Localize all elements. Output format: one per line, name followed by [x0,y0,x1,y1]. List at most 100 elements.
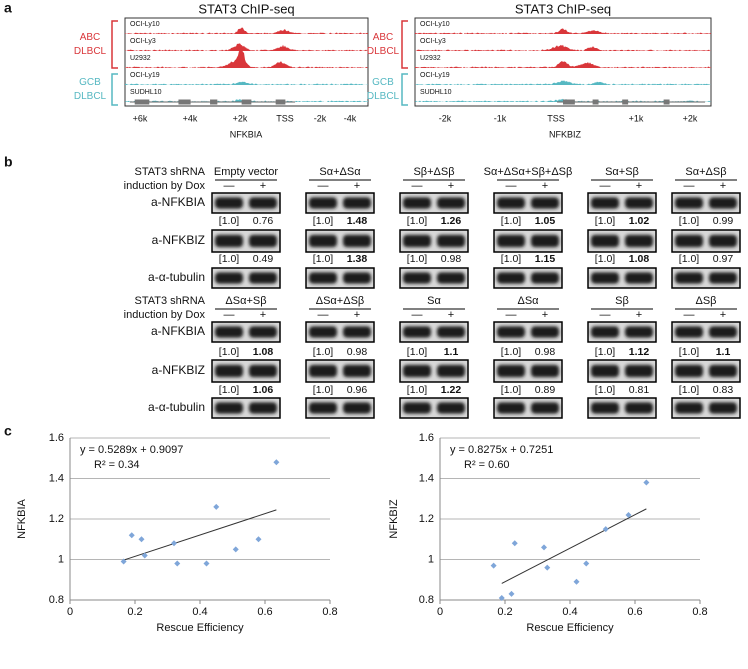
blot-band [625,234,653,248]
group-label: DLBCL [367,46,400,57]
blot-band [437,272,465,284]
blot-band [249,272,277,284]
quant-value: 1.02 [629,215,650,227]
quant-value: 0.98 [441,253,462,265]
gene-name: NFKBIA [230,129,263,139]
blot-frame [399,267,469,289]
data-point [508,590,515,597]
data-point [490,562,497,569]
r-squared: R² = 0.60 [464,459,510,471]
position-label: +1k [629,113,644,123]
chip-signal [125,81,368,85]
group-label: ABC [80,32,101,43]
data-point [583,560,590,567]
blot-band [343,234,371,248]
blot-label: a-NFKBIA [151,324,205,338]
blot-frame [587,267,657,289]
quant-value: 0.89 [535,384,556,396]
gene-name: NFKBIZ [549,129,582,139]
quant-control: [1.0] [313,253,334,265]
data-point [174,560,181,567]
blot-frame [305,267,375,289]
blot-label: a-NFKBIA [151,195,205,209]
blot-band [625,326,653,338]
x-tick-label: 0 [67,606,73,618]
blot-frame [399,321,469,343]
quant-value: 0.83 [713,384,734,396]
blot-band [343,326,371,338]
chip-signal [415,80,711,85]
quant-value: 0.99 [713,215,734,227]
gene-exon [622,99,629,105]
data-point [141,552,148,559]
quant-control: [1.0] [219,253,240,265]
quant-value: 1.06 [253,384,274,396]
blot-band [343,364,371,378]
blot-band [309,364,337,378]
track-label: OCI-Ly19 [420,72,450,79]
blot-band [531,402,559,414]
blot-band [591,272,619,284]
group-label: ABC [373,32,394,43]
lane-label: — [684,309,695,321]
track-label: OCI-Ly3 [420,38,446,45]
group-header: Sβ+ΔSβ [413,166,454,178]
quant-value: 1.08 [629,253,650,265]
lane-label: + [354,180,360,192]
track-label: OCI-Ly10 [130,21,160,28]
position-label: +2k [683,113,698,123]
gene-exon [275,99,286,105]
track-label: U2932 [130,55,151,62]
blot-band [531,234,559,248]
blot-band [215,364,243,378]
blot-band [675,197,703,209]
data-point [255,536,262,543]
lane-label: — [224,180,235,192]
blot-band [709,272,737,284]
quant-value: 0.81 [629,384,650,396]
blot-frame [399,229,469,253]
x-tick-label: 0.8 [322,606,337,618]
data-point [602,526,609,533]
gene-exon [663,99,670,105]
trendline [501,508,647,584]
lane-label: + [542,309,548,321]
track-label: OCI-Ly10 [420,21,450,28]
blot-band [709,197,737,209]
data-point [120,558,127,565]
blot-label: a-α-tubulin [148,270,205,284]
lane-label: + [260,180,266,192]
lane-label: + [720,309,726,321]
blot-band [625,402,653,414]
lane-label: + [448,180,454,192]
blot-band [675,234,703,248]
chip-signal [415,61,711,68]
blot-frame [587,321,657,343]
group-header: ΔSα [517,295,539,307]
quant-control: [1.0] [679,384,700,396]
blot-band [531,272,559,284]
blot-band [249,234,277,248]
data-point [511,540,518,547]
y-tick-label: 1.6 [419,432,434,444]
lane-label: — [318,309,329,321]
blot-frame [305,192,375,214]
blot-band [625,364,653,378]
blot-frame [211,192,281,214]
track-frame [124,17,369,107]
blot-frame [305,321,375,343]
chip-title: STAT3 ChIP-seq [515,1,611,16]
y-tick-label: 1.6 [49,432,64,444]
blot-band [709,364,737,378]
blot-frame [671,192,741,214]
group-header: Sα+ΔSβ [685,166,726,178]
gene-exon [241,99,252,105]
quant-control: [1.0] [679,346,700,358]
data-point [138,536,145,543]
blot-band [215,234,243,248]
blot-band [709,234,737,248]
group-header: Sα+Sβ [605,166,639,178]
quant-control: [1.0] [219,215,240,227]
blot-band [215,272,243,284]
quant-control: [1.0] [313,346,334,358]
